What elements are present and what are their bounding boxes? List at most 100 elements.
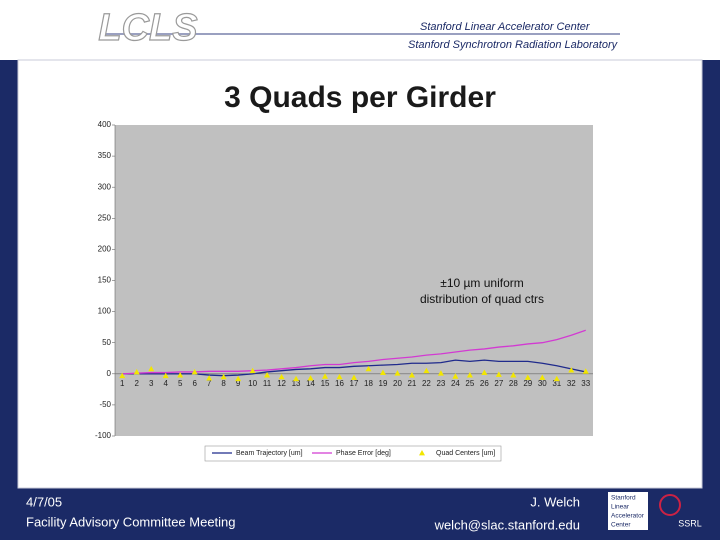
x-tick-label: 13 <box>292 379 301 388</box>
marker <box>524 374 531 380</box>
x-tick-label: 9 <box>236 379 241 388</box>
y-tick-label: 200 <box>98 245 112 254</box>
marker <box>307 375 314 381</box>
y-tick-label: 150 <box>98 276 112 285</box>
marker <box>365 365 372 372</box>
marker <box>220 373 227 380</box>
marker <box>481 369 488 375</box>
marker <box>293 375 300 382</box>
x-tick-label: 27 <box>494 379 503 388</box>
y-tick-label: 250 <box>98 213 112 222</box>
x-tick-label: 15 <box>321 379 330 388</box>
marker <box>351 374 357 380</box>
x-tick-label: 6 <box>192 379 197 388</box>
x-tick-label: 16 <box>335 379 344 388</box>
marker <box>336 373 343 380</box>
x-tick-label: 19 <box>379 379 388 388</box>
x-tick-label: 12 <box>277 379 286 388</box>
header-org: Stanford Synchrotron Radiation Laborator… <box>408 39 619 51</box>
marker <box>539 374 546 380</box>
x-tick-label: 21 <box>407 379 416 388</box>
x-tick-label: 3 <box>149 379 154 388</box>
legend-label: Beam Trajectory [um] <box>236 450 303 457</box>
chart-title: 3 Quads per Girder <box>224 81 496 114</box>
x-tick-label: 8 <box>221 379 226 388</box>
x-tick-label: 25 <box>465 379 474 388</box>
header-logo: LCLS <box>98 7 197 49</box>
footer-logo-text: Center <box>611 522 631 529</box>
header-org: Stanford Linear Accelerator Center <box>420 21 591 33</box>
footer-date: 4/7/05 <box>26 494 62 509</box>
marker <box>191 368 198 375</box>
marker <box>235 375 242 382</box>
x-tick-label: 22 <box>422 379 431 388</box>
x-tick-label: 10 <box>248 379 257 388</box>
footer-logo-ring <box>659 494 681 516</box>
marker <box>394 370 401 376</box>
marker <box>177 372 184 378</box>
marker <box>510 372 517 378</box>
marker <box>466 372 473 378</box>
marker <box>249 367 256 374</box>
x-tick-label: 30 <box>538 379 547 388</box>
series-line <box>122 329 586 375</box>
footer-meeting: Facility Advisory Committee Meeting <box>26 514 236 529</box>
footer-logo-text: Stanford <box>611 495 636 502</box>
marker <box>133 368 140 375</box>
marker <box>437 370 444 376</box>
series-line <box>122 359 586 377</box>
x-tick-label: 18 <box>364 379 373 388</box>
x-tick-label: 28 <box>509 379 518 388</box>
annotation: ±10 µm uniform <box>440 276 524 290</box>
plot-area <box>115 125 593 436</box>
legend-label: Quad Centers [um] <box>436 450 495 457</box>
x-tick-label: 23 <box>436 379 445 388</box>
marker <box>452 373 459 379</box>
x-tick-label: 7 <box>207 379 212 388</box>
x-tick-label: 4 <box>163 379 168 388</box>
footer-logo-text: Linear <box>611 504 630 511</box>
marker <box>495 371 502 377</box>
footer-logo-2: SSRL <box>678 518 702 528</box>
y-tick-label: 0 <box>107 369 112 378</box>
y-tick-label: 100 <box>98 307 112 316</box>
x-tick-label: 31 <box>552 379 561 388</box>
footer-logo-box <box>608 492 648 530</box>
x-tick-label: 2 <box>135 379 140 388</box>
marker <box>148 365 155 372</box>
x-tick-label: 14 <box>306 379 315 388</box>
marker <box>162 372 169 379</box>
y-tick-label: -100 <box>95 431 112 440</box>
marker <box>379 369 386 375</box>
marker <box>582 368 589 374</box>
x-tick-label: 33 <box>581 379 590 388</box>
footer-author: J. Welch <box>530 494 580 509</box>
legend <box>204 445 502 462</box>
x-tick-label: 29 <box>523 379 532 388</box>
x-tick-label: 17 <box>350 379 359 388</box>
marker <box>553 375 560 382</box>
y-tick-label: -50 <box>99 400 111 409</box>
marker <box>119 372 126 379</box>
y-tick-label: 50 <box>102 338 111 347</box>
annotation: distribution of quad ctrs <box>420 292 544 306</box>
x-tick-label: 26 <box>480 379 489 388</box>
marker <box>423 367 430 374</box>
marker <box>278 373 285 380</box>
footer-email: welch@slac.stanford.edu <box>434 517 580 532</box>
x-tick-label: 24 <box>451 379 460 388</box>
footer-logo-text: Accelerator <box>611 513 645 520</box>
y-tick-label: 400 <box>98 120 112 129</box>
marker <box>408 372 415 378</box>
x-tick-label: 1 <box>120 379 125 388</box>
x-tick-label: 32 <box>567 379 576 388</box>
y-tick-label: 300 <box>98 182 112 191</box>
x-tick-label: 11 <box>263 379 272 388</box>
marker <box>206 375 213 381</box>
header-band <box>0 0 720 60</box>
x-tick-label: 20 <box>393 379 402 388</box>
legend-label: Phase Error [deg] <box>336 450 391 457</box>
x-tick-label: 5 <box>178 379 183 388</box>
marker <box>322 373 329 379</box>
